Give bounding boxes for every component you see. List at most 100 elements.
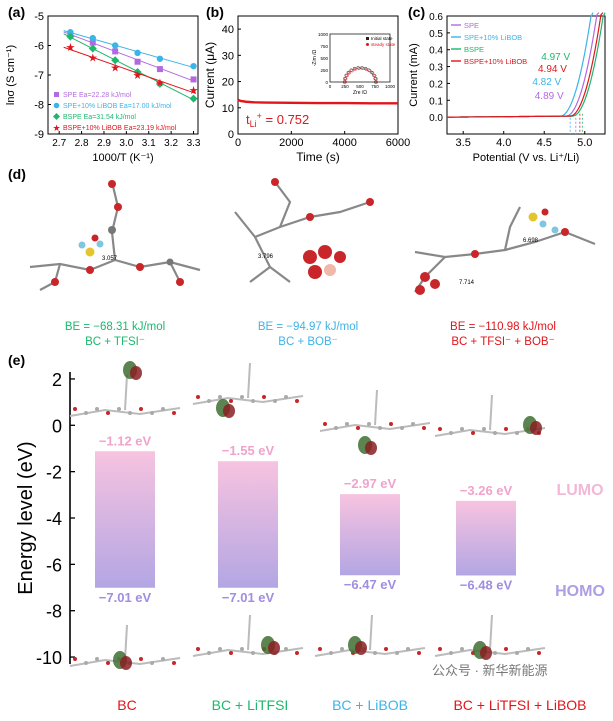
atom [172, 661, 176, 665]
legend-entry: SPE [464, 21, 479, 30]
molecule-bc-bob: 3.796 [234, 178, 374, 283]
molecule-branch [489, 614, 493, 651]
legend-marker: ★ [52, 123, 60, 133]
x-axis-label: Time (s) [296, 150, 340, 164]
orbital-molecule [434, 394, 546, 437]
y-tick-label: 0 [52, 416, 62, 436]
atom [345, 422, 349, 426]
gap-bar [456, 500, 516, 576]
y-axis-label: Energy level (eV) [15, 441, 37, 594]
data-point [89, 34, 96, 42]
data-point: ★ [65, 42, 75, 54]
atom [367, 422, 371, 426]
inset-point-initial [373, 80, 378, 84]
x-tick-label: 3.2 [164, 138, 178, 149]
orbital-molecule [192, 614, 304, 657]
atom [84, 661, 88, 665]
molecule-branch [247, 362, 251, 399]
atom [73, 657, 77, 661]
inset-x-tick: 250 [341, 84, 349, 89]
y-tick-label: 20 [222, 77, 234, 89]
x-tick-label: 3.5 [456, 137, 471, 149]
be-system: BC + TFSI⁻ + BOB⁻ [451, 336, 555, 348]
gap-bar [95, 451, 155, 588]
data-point: ★ [88, 52, 98, 64]
inset-point-initial [352, 66, 357, 71]
homo-value: −7.01 eV [222, 590, 275, 605]
x-tick-label: 2.7 [52, 138, 66, 149]
atom [240, 647, 244, 651]
atom [449, 431, 453, 435]
panel-label-c: (c) [408, 4, 426, 20]
distance-label: 6.698 [523, 238, 539, 244]
be-system: BC + BOB⁻ [278, 336, 338, 348]
inset-y-tick: 750 [320, 44, 328, 49]
inset-point-steady [374, 77, 378, 81]
atom [95, 657, 99, 661]
atom [295, 399, 299, 403]
atom [422, 426, 426, 430]
atom [460, 647, 464, 651]
y-tick-label: -2 [46, 463, 62, 483]
molecule-bc-tfsi: 3.057 [29, 180, 201, 291]
orbital-lobe [530, 421, 542, 435]
x-tick-label: 4.0 [496, 137, 511, 149]
data-point [134, 49, 141, 57]
panel-label-d: (d) [8, 166, 26, 182]
panel-label-e: (e) [8, 352, 26, 368]
watermark: 公众号 · 新华新能源 [432, 663, 548, 678]
molecule-branch [124, 624, 128, 661]
x-tick-label: 6000 [386, 137, 410, 149]
atom [207, 399, 211, 403]
inset-y-tick: 250 [320, 68, 328, 73]
orbital-molecule [434, 614, 546, 660]
atom [526, 647, 530, 651]
inset-point-initial [356, 66, 360, 70]
legend-marker [54, 92, 59, 97]
atom [284, 647, 288, 651]
legend-entry: BSPE+10% LiBOB [464, 57, 527, 66]
distance-label: 3.057 [102, 256, 118, 262]
y-tick-label: -6 [34, 41, 44, 53]
atom [417, 651, 421, 655]
y-tick-label: 30 [222, 50, 234, 62]
atom [284, 395, 288, 399]
atom [295, 651, 299, 655]
fit-line [63, 33, 196, 102]
atom [389, 422, 393, 426]
lsv-curve [446, 12, 604, 118]
y-tick-label: -8 [46, 602, 62, 622]
atom [493, 651, 497, 655]
inset-y-tick: 0 [325, 80, 328, 85]
gap-bar [218, 461, 278, 588]
y-tick-label: -4 [46, 509, 62, 529]
inset-point-steady [368, 69, 372, 73]
y-tick-label: 0 [228, 129, 234, 141]
y-tick-label: -10 [36, 648, 62, 668]
orbital-lobe [223, 404, 235, 418]
atom [106, 661, 110, 665]
atom [218, 647, 222, 651]
atom [251, 399, 255, 403]
y-tick-label: -9 [34, 129, 44, 141]
atom [150, 411, 154, 415]
data-point [111, 42, 119, 49]
inset-legend-steady: steady state [371, 42, 396, 47]
legend-entry: BSPE Ea=31.54 kJ/mol [63, 114, 136, 121]
inset-legend-marker [366, 43, 369, 46]
atom [172, 411, 176, 415]
inset-point-steady [347, 71, 351, 75]
inset-x-label: Zre /Ω [353, 90, 367, 96]
atom [73, 407, 77, 411]
atom [460, 427, 464, 431]
atom [449, 651, 453, 655]
data-point [134, 58, 141, 65]
legend-marker [53, 102, 60, 109]
y-axis-label: Current (mA) [408, 43, 420, 107]
atom [196, 647, 200, 651]
inset-point-steady [374, 80, 379, 84]
atom [356, 426, 360, 430]
data-point [190, 62, 197, 70]
atom [438, 647, 442, 651]
atom [378, 426, 382, 430]
